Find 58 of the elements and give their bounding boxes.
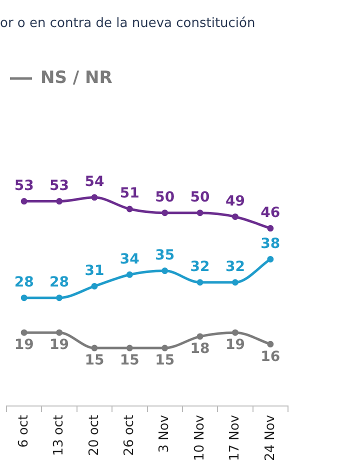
data-label: 15 xyxy=(120,352,140,369)
point xyxy=(126,206,133,212)
data-label: 34 xyxy=(120,251,140,268)
point xyxy=(91,194,98,201)
point xyxy=(267,256,274,262)
point xyxy=(232,213,238,220)
x-tick-label: 26 oct xyxy=(122,414,138,456)
x-tick-label: 17 Nov xyxy=(228,414,243,461)
point xyxy=(56,198,63,205)
x-tick-label: 6 oct xyxy=(16,414,32,448)
point xyxy=(20,329,28,336)
data-label: 49 xyxy=(225,193,245,210)
data-label: 28 xyxy=(50,274,70,290)
x-tick-label: 20 oct xyxy=(86,414,102,456)
point xyxy=(196,333,204,340)
x-tick-label: 13 oct xyxy=(52,414,67,456)
point xyxy=(91,282,98,290)
data-label: 19 xyxy=(14,337,34,354)
point xyxy=(56,294,63,302)
point xyxy=(232,329,238,336)
point xyxy=(20,198,28,205)
point xyxy=(232,279,238,286)
data-label: 15 xyxy=(84,352,104,369)
data-label: 54 xyxy=(84,174,104,190)
data-label: 16 xyxy=(260,348,280,365)
data-label: 35 xyxy=(155,247,175,264)
data-label: 50 xyxy=(190,190,210,206)
data-label: 50 xyxy=(155,190,175,206)
point xyxy=(20,294,28,302)
point xyxy=(196,279,204,286)
data-label: 32 xyxy=(190,259,210,276)
point xyxy=(196,210,204,216)
data-label: 53 xyxy=(14,178,34,194)
point xyxy=(91,344,98,352)
data-label: 38 xyxy=(260,236,280,252)
data-label: 46 xyxy=(260,204,280,221)
data-label: 51 xyxy=(120,186,140,202)
point xyxy=(126,344,133,352)
point xyxy=(162,268,168,274)
data-label: 28 xyxy=(14,274,34,290)
point xyxy=(267,340,274,348)
data-label: 19 xyxy=(225,337,245,354)
data-label: 32 xyxy=(225,259,245,276)
x-tick-label: 24 Nov xyxy=(262,414,278,461)
chart-title: or o en contra de la nueva constitución xyxy=(0,16,256,31)
x-tick-label: 3 Nov xyxy=(157,414,172,453)
point xyxy=(162,210,168,216)
data-label: 31 xyxy=(84,262,104,279)
point xyxy=(267,225,274,232)
point xyxy=(56,329,63,336)
data-label: 18 xyxy=(190,341,210,358)
legend-label: NS / NR xyxy=(40,68,112,88)
data-label: 15 xyxy=(155,352,175,369)
point xyxy=(162,344,168,352)
data-label: 19 xyxy=(50,337,70,354)
data-label: 53 xyxy=(50,178,70,194)
point xyxy=(126,271,133,278)
x-tick-label: 10 Nov xyxy=(192,414,208,461)
